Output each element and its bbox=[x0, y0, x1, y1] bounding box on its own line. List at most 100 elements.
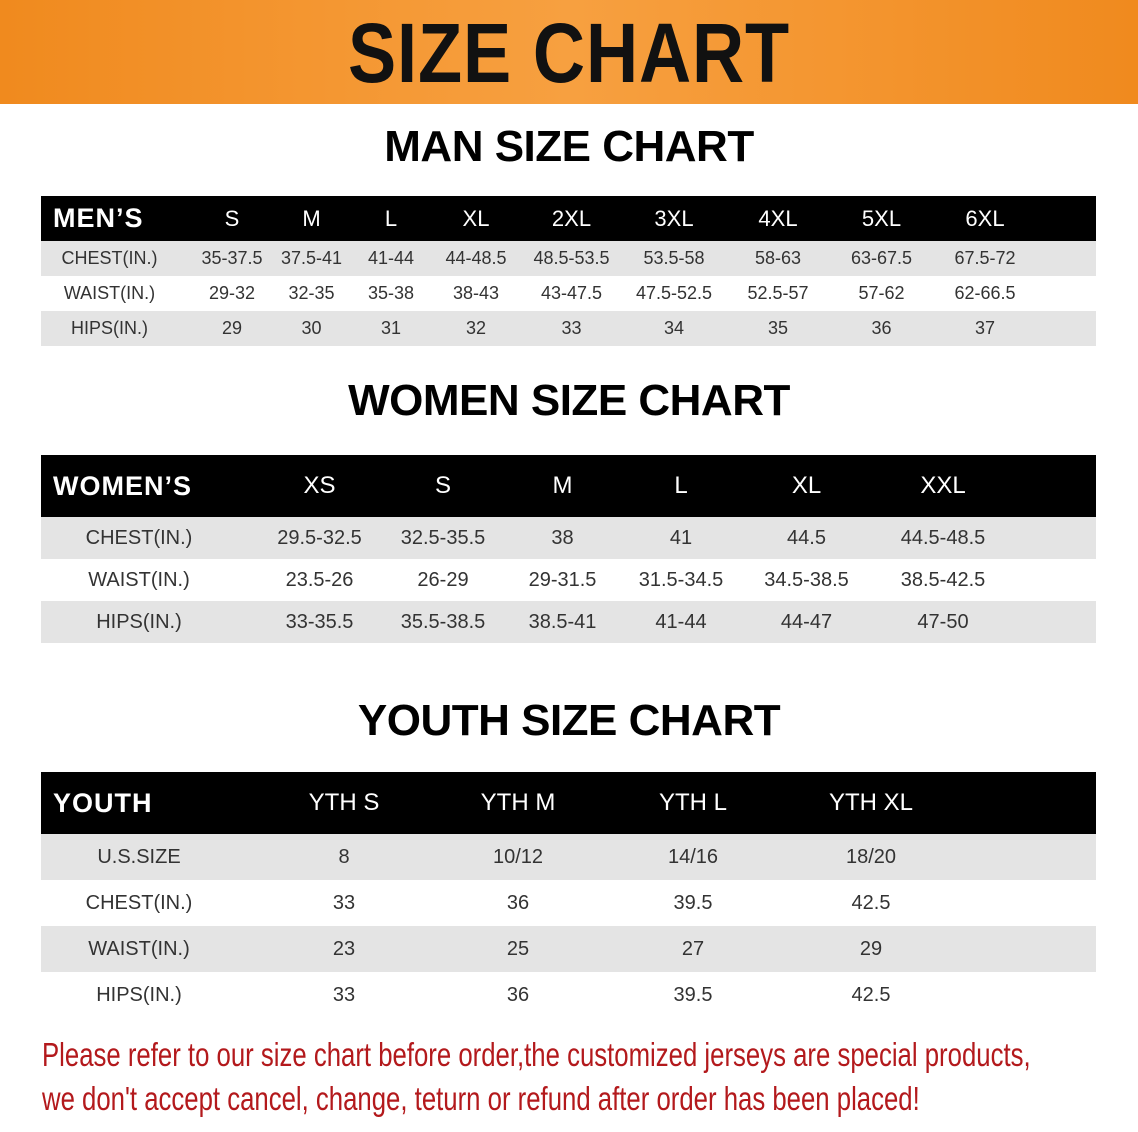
measurement-value: 58-63 bbox=[754, 248, 802, 268]
size-header-cell: YTH S bbox=[308, 789, 380, 816]
measurement-label: HIPS(IN.) bbox=[96, 610, 182, 633]
measurement-value: 42.5 bbox=[851, 983, 891, 1006]
measurement-label: CHEST(IN.) bbox=[85, 891, 193, 914]
table-row: U.S.SIZE 8 10/12 14/16 18/20 bbox=[41, 834, 1096, 880]
measurement-value: 35-38 bbox=[367, 283, 415, 303]
size-header-cell: M bbox=[302, 205, 321, 231]
measurement-value: 53.5-58 bbox=[643, 248, 705, 268]
banner-title: SIZE CHART bbox=[347, 6, 791, 100]
measurement-value: 33 bbox=[332, 891, 356, 914]
measurement-value: 31 bbox=[380, 318, 402, 338]
measurement-value: 29 bbox=[221, 318, 243, 338]
size-header-cell: L bbox=[384, 205, 398, 231]
measurement-value: 34.5-38.5 bbox=[764, 568, 849, 591]
measurement-value: 47-50 bbox=[917, 610, 969, 633]
size-header-cell: YTH L bbox=[658, 789, 727, 816]
measurement-value: 25 bbox=[506, 937, 530, 960]
measurement-value: 36 bbox=[871, 318, 892, 338]
measurement-value: 23.5-26 bbox=[285, 568, 354, 591]
measurement-value: 44.5 bbox=[787, 526, 826, 549]
table-row: CHEST(IN.) 33 36 39.5 42.5 bbox=[41, 880, 1096, 926]
measurement-value: 18/20 bbox=[845, 845, 897, 868]
measurement-value: 33 bbox=[561, 318, 582, 338]
measurement-value: 36 bbox=[506, 891, 530, 914]
measurement-value: 41 bbox=[669, 526, 693, 549]
men-size-table: MEN’S S M L XL 2XL 3XL 4XL 5XL 6XL CHEST(IN.) 35-37… bbox=[41, 196, 1096, 346]
measurement-value: 63-67.5 bbox=[850, 248, 913, 268]
measurement-value: 32 bbox=[465, 318, 487, 338]
measurement-label: WAIST(IN.) bbox=[88, 937, 190, 960]
measurement-value: 48.5-53.5 bbox=[533, 248, 610, 268]
table-header-row: YOUTH YTH S YTH M YTH L YTH XL bbox=[41, 772, 1096, 834]
youth-size-table: YOUTH YTH S YTH M YTH L YTH XL U.S.SIZE 8 10/12… bbox=[41, 772, 1096, 1018]
measurement-value: 38.5-41 bbox=[528, 610, 597, 633]
measurement-value: 44-48.5 bbox=[445, 248, 507, 268]
size-header-cell: M bbox=[552, 472, 573, 499]
measurement-value: 35-37.5 bbox=[201, 248, 263, 268]
measurement-label: CHEST(IN.) bbox=[85, 526, 193, 549]
measurement-value: 41-44 bbox=[367, 248, 415, 268]
table-header-row: MEN’S S M L XL 2XL 3XL 4XL 5XL 6XL bbox=[41, 196, 1096, 241]
size-header-cell: YTH M bbox=[480, 789, 556, 816]
size-header-cell: XS bbox=[303, 472, 336, 499]
measurement-value: 32.5-35.5 bbox=[400, 526, 486, 549]
size-header-cell: XL bbox=[791, 472, 822, 499]
measurement-value: 43-47.5 bbox=[540, 283, 603, 303]
measurement-value: 39.5 bbox=[673, 891, 713, 914]
note-line-2: we don't accept cancel, change, teturn o… bbox=[42, 1080, 920, 1117]
measurement-value: 42.5 bbox=[851, 891, 891, 914]
measurement-value: 32-35 bbox=[288, 283, 335, 303]
table-row: HIPS(IN.) 33-35.5 35.5-38.5 38.5-41 41-44 44-… bbox=[41, 601, 1096, 643]
measurement-value: 35 bbox=[767, 318, 789, 338]
size-header-cell: 5XL bbox=[861, 205, 902, 231]
measurement-value: 33 bbox=[332, 983, 356, 1006]
table-row: HIPS(IN.) 29 30 31 32 33 34 35 36 37 bbox=[41, 311, 1096, 346]
table-title-cell: MEN’S bbox=[53, 203, 144, 233]
size-header-cell: XL bbox=[462, 205, 490, 231]
measurement-value: 44-47 bbox=[780, 610, 833, 633]
size-header-cell: S bbox=[224, 205, 240, 231]
measurement-value: 30 bbox=[301, 318, 322, 338]
size-header-cell: 2XL bbox=[551, 205, 592, 231]
measurement-value: 37.5-41 bbox=[280, 248, 343, 268]
men-section-title: MAN SIZE CHART bbox=[384, 122, 754, 171]
size-header-cell: L bbox=[674, 472, 688, 499]
measurement-value: 33-35.5 bbox=[285, 610, 354, 633]
measurement-value: 14/16 bbox=[667, 845, 719, 868]
measurement-value: 34 bbox=[663, 318, 685, 338]
measurement-label: WAIST(IN.) bbox=[63, 283, 156, 303]
women-section-title: WOMEN SIZE CHART bbox=[348, 376, 790, 425]
youth-section-title: YOUTH SIZE CHART bbox=[357, 696, 781, 745]
measurement-value: 52.5-57 bbox=[747, 283, 809, 303]
banner: SIZE CHART bbox=[0, 0, 1138, 104]
measurement-value: 38 bbox=[551, 526, 574, 549]
table-row: WAIST(IN.) 23 25 27 29 bbox=[41, 926, 1096, 972]
table-title-cell: YOUTH bbox=[53, 787, 153, 818]
measurement-label: HIPS(IN.) bbox=[70, 318, 148, 338]
measurement-value: 44.5-48.5 bbox=[900, 526, 986, 549]
table-row: HIPS(IN.) 33 36 39.5 42.5 bbox=[41, 972, 1096, 1018]
measurement-value: 27 bbox=[681, 937, 705, 960]
measurement-value: 26-29 bbox=[417, 568, 469, 591]
measurement-value: 67.5-72 bbox=[954, 248, 1016, 268]
measurement-value: 29-31.5 bbox=[528, 568, 597, 591]
measurement-value: 29 bbox=[859, 937, 883, 960]
size-header-cell: 6XL bbox=[965, 205, 1005, 231]
size-header-cell: S bbox=[434, 472, 451, 499]
size-header-cell: YTH XL bbox=[828, 789, 914, 816]
measurement-label: CHEST(IN.) bbox=[61, 248, 158, 268]
size-header-cell: XXL bbox=[920, 472, 966, 499]
measurement-value: 36 bbox=[506, 983, 530, 1006]
measurement-value: 23 bbox=[332, 937, 356, 960]
measurement-value: 38-43 bbox=[452, 283, 500, 303]
table-row: WAIST(IN.) 23.5-26 26-29 29-31.5 31.5-34.5 34… bbox=[41, 559, 1096, 601]
table-title-cell: WOMEN’S bbox=[53, 470, 192, 501]
size-header-cell: 4XL bbox=[758, 205, 798, 231]
measurement-label: U.S.SIZE bbox=[97, 845, 181, 868]
measurement-value: 62-66.5 bbox=[954, 283, 1016, 303]
table-header-row: WOMEN’S XS S M L XL XXL bbox=[41, 455, 1096, 517]
table-row: CHEST(IN.) 29.5-32.5 32.5-35.5 38 41 44.5 44.5… bbox=[41, 517, 1096, 559]
table-row: WAIST(IN.) 29-32 32-35 35-38 38-43 43-47.5 47.… bbox=[41, 276, 1096, 311]
measurement-value: 35.5-38.5 bbox=[400, 610, 486, 633]
measurement-label: WAIST(IN.) bbox=[88, 568, 190, 591]
